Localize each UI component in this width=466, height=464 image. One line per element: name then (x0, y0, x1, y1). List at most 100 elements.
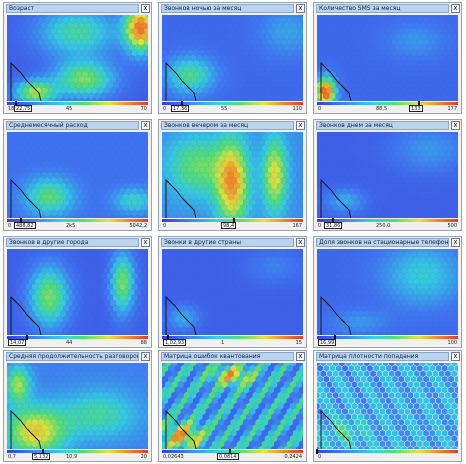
scale-max: 70 (140, 106, 147, 112)
panel-title[interactable]: Средняя продолжительность разговоров (6, 352, 139, 361)
scale-value-box[interactable]: 16,99 (318, 339, 337, 346)
scale-max: 177 (447, 106, 457, 112)
scale-marker (334, 335, 336, 340)
panel-night-calls[interactable]: Звонков ночью за месяц x 0 17,36 55 110 (158, 2, 307, 114)
panel-title[interactable]: Матрица плотности попадания (316, 352, 449, 361)
cluster-boundary (10, 409, 42, 449)
som-map (7, 363, 148, 449)
panel-title[interactable]: Звонков днем за месяц (316, 121, 449, 130)
close-button[interactable]: x (451, 4, 460, 13)
scale-max: 15 (295, 340, 302, 346)
scale-mid: 1 (221, 340, 225, 346)
panel-title[interactable]: Звонков в другие города (6, 238, 139, 247)
som-hex-grid (317, 132, 458, 218)
scale-marker (15, 101, 17, 106)
scale-value-box[interactable]: 0,0814 (217, 453, 239, 460)
panel-hit-density[interactable]: Матрица плотности попадания x 0 (313, 350, 462, 462)
scale-value-box[interactable]: 1,02,93 (163, 339, 187, 346)
som-map (7, 249, 148, 335)
som-map (7, 15, 148, 101)
color-scale (7, 450, 148, 453)
panel-title[interactable]: Звонки в другие страны (161, 238, 294, 247)
scale-value-box[interactable]: 17,36 (171, 105, 190, 112)
close-button[interactable]: x (296, 238, 305, 247)
scale-marker (167, 335, 169, 340)
scale-marker (229, 449, 231, 454)
som-hex-grid (317, 249, 458, 335)
scale-value-box[interactable]: 5,132 (32, 453, 51, 460)
scale-min: 0,02643 (163, 454, 184, 460)
panel-age[interactable]: Возраст x 18 22,75 45 70 (3, 2, 152, 114)
som-hex-grid (317, 363, 458, 449)
color-scale (7, 336, 148, 339)
scale-marker (26, 335, 28, 340)
panel-title[interactable]: Количество SMS за месяц (316, 4, 449, 13)
scale-min: 0 (163, 106, 167, 112)
close-button[interactable]: x (296, 121, 305, 130)
scale-min: 0 (318, 223, 322, 229)
panel-call-duration[interactable]: Средняя продолжительность разговоров x 0… (3, 350, 152, 462)
cluster-boundary (10, 178, 42, 218)
panel-sms[interactable]: Количество SMS за месяц x 0 88,5 133 177 (313, 2, 462, 114)
panel-international-calls[interactable]: Звонки в другие страны x 0 1,02,93 1 15 (158, 236, 307, 348)
close-button[interactable]: x (451, 352, 460, 361)
scale-mid: 88,5 (376, 106, 388, 112)
panel-intercity-calls[interactable]: Звонков в другие города x 0 14,07 44 88 (3, 236, 152, 348)
panel-title[interactable]: Среднемесячный расход (6, 121, 139, 130)
panel-title[interactable]: Возраст (6, 4, 139, 13)
color-scale (162, 219, 303, 222)
close-button[interactable]: x (141, 352, 150, 361)
scale-marker (20, 218, 22, 223)
scale-value-box[interactable]: 14,07 (8, 339, 27, 346)
scale-max: 500 (447, 223, 457, 229)
close-button[interactable]: x (451, 238, 460, 247)
panel-monthly-spend[interactable]: Среднемесячный расход x 0 488,82 2k5 504… (3, 119, 152, 231)
scale-mid: 45 (66, 106, 73, 112)
scale-max: 5042,2 (129, 223, 148, 229)
scale-max: 110 (292, 106, 302, 112)
scale-value-box[interactable]: 22,75 (14, 105, 33, 112)
scale-min: 0 (318, 454, 322, 460)
scale-marker (316, 449, 318, 454)
scale-mid: 10,9 (66, 454, 78, 460)
color-scale (317, 219, 458, 222)
som-hex-grid (162, 132, 303, 218)
scale-max: 100 (447, 340, 457, 346)
scale-mid: 2k5 (66, 223, 76, 229)
som-hex-grid (7, 363, 148, 449)
panel-day-calls[interactable]: Звонков днем за месяц x 0 31,86 250,0 50… (313, 119, 462, 231)
panel-title[interactable]: Звонков вечером за месяц (161, 121, 294, 130)
panel-quantization-error[interactable]: Матрица ошибок квантования x 0,02643 0,0… (158, 350, 307, 462)
close-button[interactable]: x (296, 352, 305, 361)
close-button[interactable]: x (451, 121, 460, 130)
scale-marker (42, 449, 44, 454)
panel-evening-calls[interactable]: Звонков вечером за месяц x 0 98,4 167 (158, 119, 307, 231)
som-map (317, 363, 458, 449)
som-map (162, 249, 303, 335)
som-hex-grid (7, 249, 148, 335)
som-map (317, 132, 458, 218)
close-button[interactable]: x (141, 121, 150, 130)
cluster-boundary (10, 295, 42, 335)
close-button[interactable]: x (141, 4, 150, 13)
close-button[interactable]: x (141, 238, 150, 247)
scale-max: 20 (140, 454, 147, 460)
panel-title[interactable]: Звонков ночью за месяц (161, 4, 294, 13)
som-hex-grid (162, 363, 303, 449)
som-hex-grid (7, 132, 148, 218)
scale-value-box[interactable]: 488,82 (14, 222, 36, 229)
som-hex-grid (162, 15, 303, 101)
panel-title[interactable]: Матрица ошибок квантования (161, 352, 294, 361)
close-button[interactable]: x (296, 4, 305, 13)
som-map (162, 363, 303, 449)
panel-title[interactable]: Доля звонков на стационарные телефоны (316, 238, 449, 247)
som-hex-grid (317, 15, 458, 101)
scale-min: 0,7 (8, 454, 16, 460)
scale-value-box[interactable]: 98,4 (221, 222, 237, 229)
scale-value-box[interactable]: 133 (409, 105, 423, 112)
cluster-boundary (165, 178, 197, 218)
scale-marker (332, 218, 334, 223)
scale-value-box[interactable]: 31,86 (324, 222, 343, 229)
panel-landline-share[interactable]: Доля звонков на стационарные телефоны x … (313, 236, 462, 348)
scale-marker (233, 218, 235, 223)
